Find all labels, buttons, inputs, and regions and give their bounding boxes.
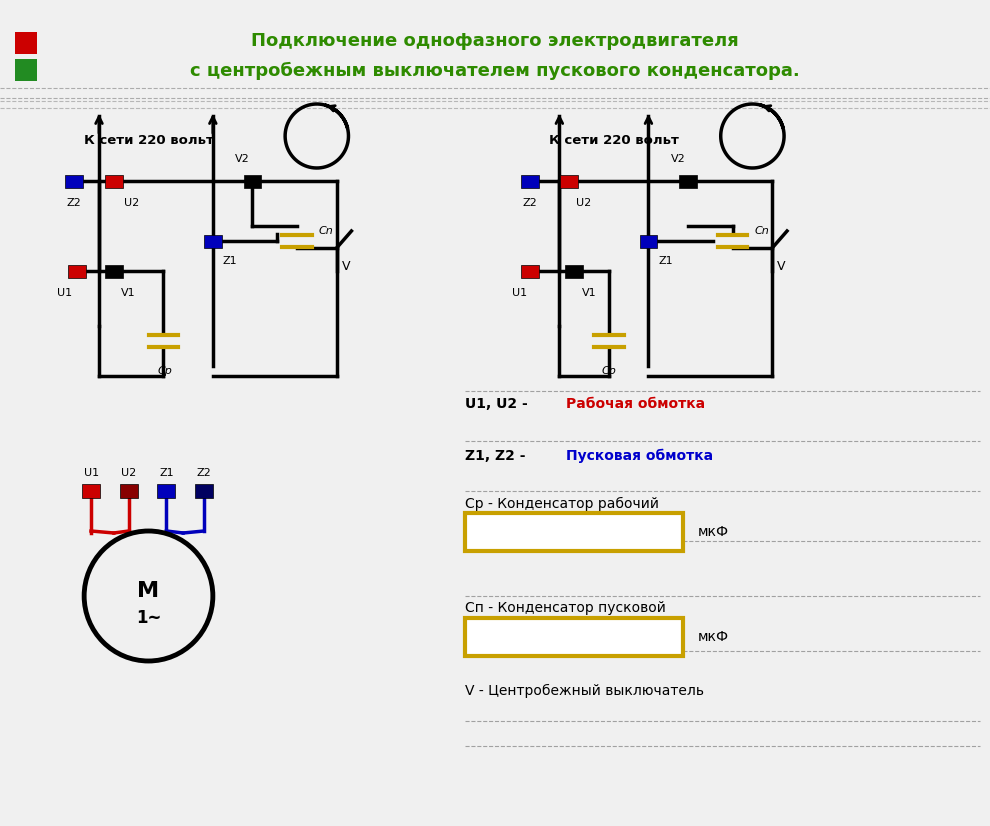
Text: мкФ: мкФ (698, 525, 729, 539)
Text: Cn: Cn (754, 226, 769, 236)
Text: Z1: Z1 (223, 256, 238, 266)
FancyBboxPatch shape (465, 618, 683, 656)
Text: Ср - Конденсатор рабочий: Ср - Конденсатор рабочий (465, 497, 659, 511)
Text: Cn: Cn (319, 226, 334, 236)
Text: V2: V2 (236, 154, 249, 164)
Bar (15, 32, 37, 54)
Text: V: V (342, 259, 350, 273)
FancyBboxPatch shape (465, 513, 683, 551)
Bar (82, 484, 100, 498)
Text: К сети 220 вольт: К сети 220 вольт (549, 135, 679, 148)
Bar (244, 174, 261, 188)
Text: Подключение однофазного электродвигателя: Подключение однофазного электродвигателя (251, 32, 739, 50)
Bar (157, 484, 175, 498)
Text: U1: U1 (512, 288, 528, 298)
Bar (521, 174, 539, 188)
Bar (68, 264, 86, 278)
Text: U1: U1 (56, 288, 72, 298)
Text: V1: V1 (121, 288, 136, 298)
Text: M: M (138, 581, 159, 601)
Bar (640, 235, 657, 248)
Bar (565, 264, 583, 278)
Bar (560, 174, 578, 188)
Text: Пусковая обмотка: Пусковая обмотка (566, 449, 714, 463)
Text: U1: U1 (83, 468, 99, 478)
Text: Cp: Cp (601, 366, 617, 376)
Bar (204, 235, 222, 248)
Text: V - Центробежный выключатель: V - Центробежный выключатель (465, 684, 704, 698)
Text: Z1: Z1 (159, 468, 173, 478)
Text: V1: V1 (582, 288, 597, 298)
Text: с центробежным выключателем пускового конденсатора.: с центробежным выключателем пускового ко… (190, 62, 800, 80)
Text: Рабочая обмотка: Рабочая обмотка (566, 397, 706, 411)
Text: К сети 220 вольт: К сети 220 вольт (84, 135, 214, 148)
Text: V: V (777, 259, 786, 273)
Text: U2: U2 (124, 198, 139, 208)
Text: V2: V2 (671, 154, 685, 164)
Text: Z1, Z2 -: Z1, Z2 - (465, 449, 531, 463)
Text: мкФ: мкФ (698, 630, 729, 644)
Bar (105, 264, 123, 278)
Text: Cp: Cp (157, 366, 173, 376)
Text: Сп - Конденсатор пусковой: Сп - Конденсатор пусковой (465, 601, 666, 615)
Text: U2: U2 (121, 468, 137, 478)
Text: U1, U2 -: U1, U2 - (465, 397, 533, 411)
Bar (65, 174, 83, 188)
Text: 1~: 1~ (136, 609, 161, 627)
Text: Z1: Z1 (658, 256, 673, 266)
Text: Z2: Z2 (197, 468, 211, 478)
Bar (120, 484, 138, 498)
Bar (15, 59, 37, 81)
Text: Z2: Z2 (67, 198, 81, 208)
Bar (195, 484, 213, 498)
Text: Z2: Z2 (523, 198, 537, 208)
Bar (105, 174, 123, 188)
Bar (679, 174, 697, 188)
Text: U2: U2 (576, 198, 591, 208)
Bar (521, 264, 539, 278)
